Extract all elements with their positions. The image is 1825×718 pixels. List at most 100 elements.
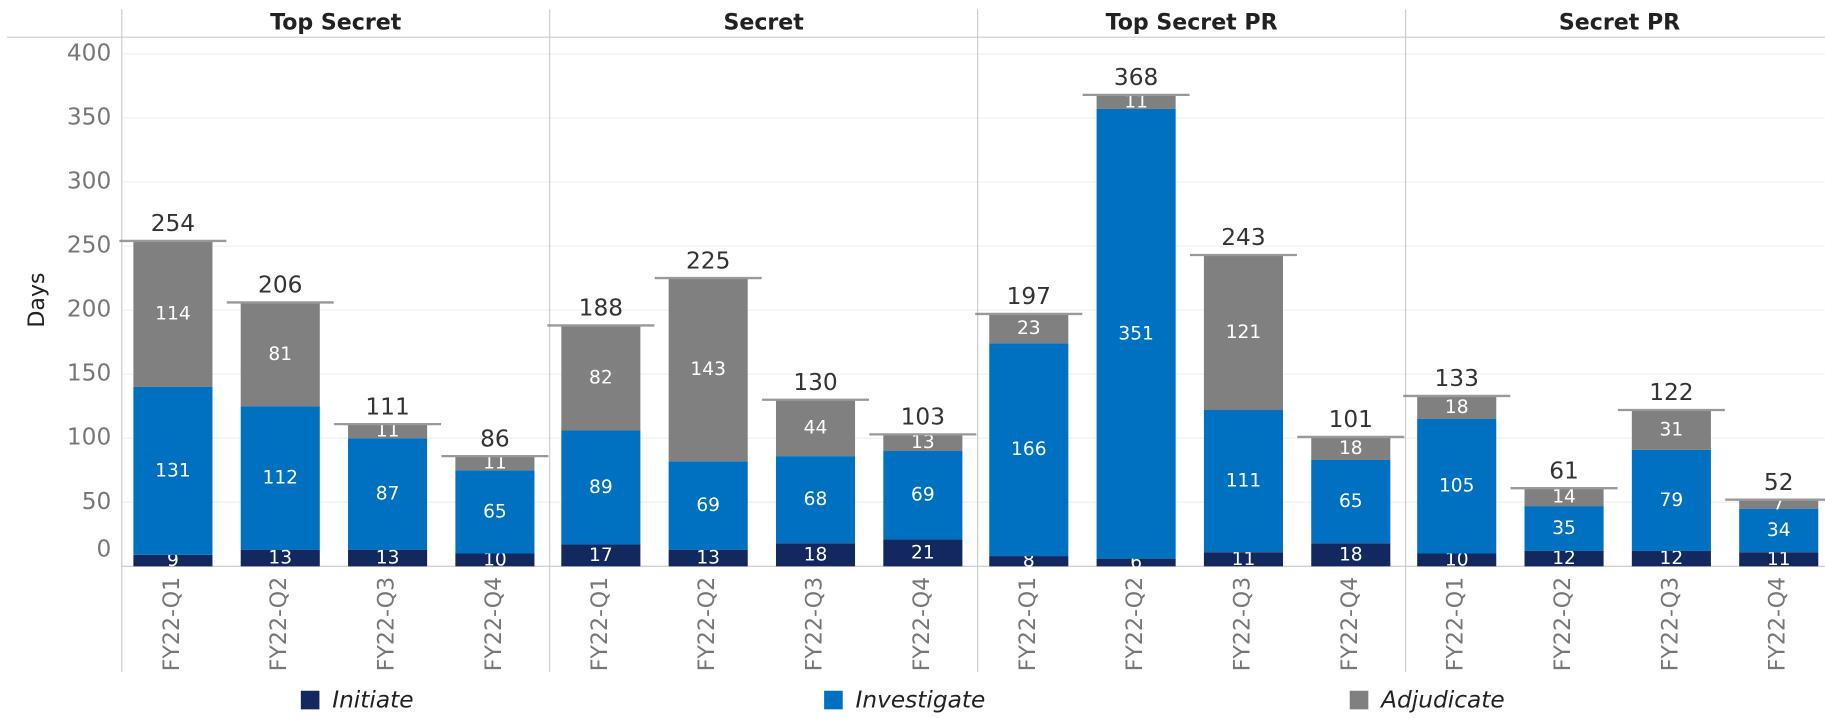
bar-segment: [1417, 395, 1497, 419]
x-tick-label: FY22-Q3: [802, 577, 828, 671]
bar-segment: [775, 456, 856, 544]
data-label: 114: [155, 303, 191, 324]
x-tick-label: FY22-Q4: [1337, 577, 1363, 671]
bar-segment: [1524, 550, 1604, 567]
bar-segment: [1631, 550, 1711, 567]
data-label: 79: [1660, 490, 1684, 511]
bar-segment: [455, 456, 535, 471]
total-label: 101: [1329, 406, 1373, 433]
data-label: 13: [376, 547, 400, 568]
total-label: 368: [1114, 64, 1158, 91]
panel-title: Secret PR: [1559, 9, 1680, 35]
bar-segment: [989, 313, 1069, 344]
data-label: 68: [804, 489, 828, 510]
data-label: 131: [155, 460, 191, 481]
data-label: 69: [696, 495, 720, 516]
legend-swatch: [824, 690, 843, 710]
data-label: 11: [483, 453, 507, 474]
data-label: 12: [1552, 548, 1576, 569]
bar-segment: [1096, 558, 1176, 567]
bar-segment: [989, 343, 1069, 557]
total-label: 103: [901, 404, 945, 431]
bar-segment: [1631, 449, 1711, 551]
legend-label: Initiate: [332, 687, 413, 714]
y-tick-label: 150: [67, 360, 111, 387]
total-label: 243: [1221, 224, 1265, 251]
x-tick-label: FY22-Q2: [1122, 577, 1148, 671]
data-label: 13: [911, 432, 935, 453]
bar-segment: [1417, 553, 1497, 567]
bar-segment: [1203, 255, 1283, 411]
bar-segment: [1739, 552, 1819, 567]
data-label: 31: [1660, 419, 1684, 440]
total-label: 188: [579, 295, 623, 322]
data-label: 8: [1023, 551, 1035, 572]
data-label: 6: [1130, 552, 1142, 573]
y-tick-label: 200: [67, 296, 111, 323]
x-tick-label: FY22-Q1: [159, 577, 185, 671]
bar-segment: [1417, 418, 1497, 554]
bar-segment: [133, 240, 213, 387]
data-label: 9: [167, 550, 179, 571]
bar-segment: [455, 553, 535, 567]
bar-segment: [561, 430, 641, 545]
x-tick-label: FY22-Q2: [266, 577, 292, 671]
bar-segment: [240, 302, 320, 407]
x-tick-label: FY22-Q2: [1550, 577, 1576, 671]
bar-segment: [240, 406, 320, 550]
bar-segment: [883, 539, 963, 567]
data-label: 18: [1339, 438, 1363, 459]
bar-segment: [775, 543, 856, 567]
bar-segment: [561, 544, 641, 567]
bar-segment: [133, 386, 213, 555]
x-tick-label: FY22-Q1: [587, 577, 613, 671]
data-label: 143: [690, 359, 726, 380]
bar-segment: [1096, 94, 1176, 109]
bar-segment: [668, 461, 748, 550]
y-tick-label: 100: [67, 424, 111, 451]
total-label: 122: [1649, 379, 1693, 406]
legend-label: Adjudicate: [1379, 687, 1505, 714]
bar-segment: [348, 424, 428, 439]
x-tick-label: FY22-Q4: [1765, 577, 1791, 671]
data-label: 166: [1011, 439, 1047, 460]
data-label: 21: [911, 542, 935, 563]
data-label: 89: [589, 477, 613, 498]
bar-segment: [883, 451, 963, 540]
data-label: 105: [1439, 476, 1475, 497]
bar-segment: [240, 549, 320, 567]
bar-segment: [455, 470, 535, 554]
legend-label: Investigate: [856, 687, 986, 714]
legend-swatch: [1349, 690, 1369, 710]
x-tick-label: FY22-Q3: [1657, 577, 1683, 671]
x-tick-label: FY22-Q2: [694, 577, 720, 671]
bar-segment: [1739, 499, 1819, 509]
data-label: 7: [1773, 494, 1785, 515]
data-label: 14: [1552, 487, 1576, 508]
data-label: 81: [268, 344, 292, 365]
data-label: 11: [1232, 549, 1256, 570]
bar-segment: [668, 278, 748, 462]
total-label: 111: [365, 393, 409, 420]
data-label: 17: [589, 545, 613, 566]
y-tick-label: 250: [67, 232, 111, 259]
data-label: 11: [1124, 91, 1148, 112]
panel-title: Top Secret PR: [1106, 9, 1278, 35]
data-label: 351: [1118, 323, 1154, 344]
data-label: 10: [1445, 549, 1469, 570]
total-label: 130: [793, 369, 837, 396]
bar-segment: [775, 399, 856, 457]
total-label: 225: [686, 247, 730, 274]
data-label: 18: [1445, 397, 1469, 418]
bar-segment: [883, 434, 963, 452]
panel-title: Secret: [723, 9, 804, 35]
data-label: 69: [911, 485, 935, 506]
bar-segment: [1203, 552, 1283, 567]
bar-segment: [1311, 543, 1391, 567]
bar-segment: [348, 438, 428, 550]
bar-segment: [1739, 508, 1819, 553]
y-tick-label: 0: [96, 536, 111, 563]
total-label: 206: [258, 272, 302, 299]
data-label: 18: [1339, 544, 1363, 565]
bar-segment: [561, 325, 641, 431]
